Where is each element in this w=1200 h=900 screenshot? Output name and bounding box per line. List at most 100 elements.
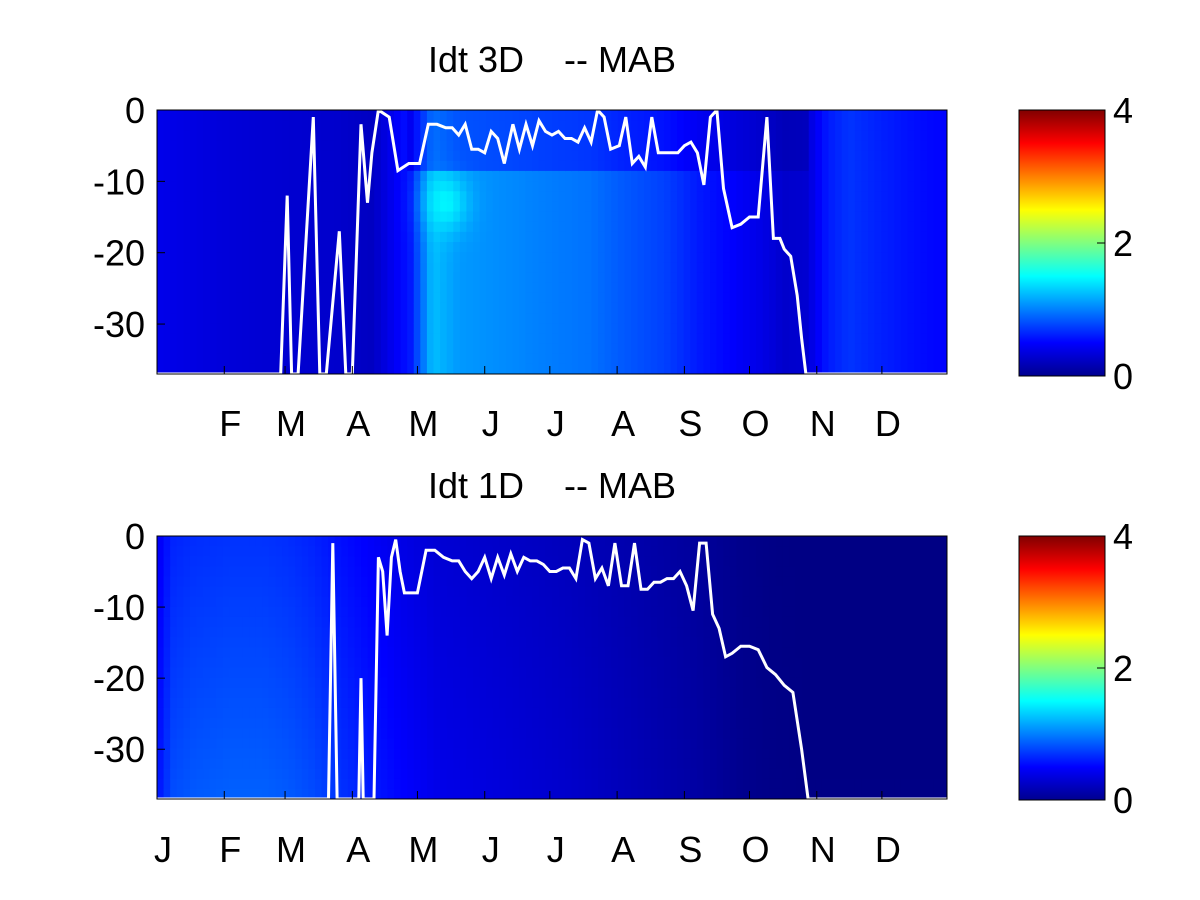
heatmap-cell bbox=[176, 120, 184, 131]
heatmap-cell bbox=[716, 110, 724, 121]
heatmap-cell bbox=[216, 363, 224, 374]
heatmap-cell bbox=[861, 242, 869, 253]
heatmap-cell bbox=[933, 343, 942, 355]
heatmap-cell bbox=[538, 313, 547, 324]
heatmap-cell bbox=[176, 343, 184, 355]
heatmap-cell bbox=[183, 313, 191, 324]
heatmap-cell bbox=[176, 637, 184, 648]
heatmap-cell bbox=[644, 252, 652, 263]
heatmap-cell bbox=[315, 211, 323, 223]
heatmap-cell bbox=[446, 160, 454, 172]
heatmap-cell bbox=[552, 211, 560, 223]
heatmap-cell bbox=[229, 677, 237, 689]
heatmap-cell bbox=[262, 748, 270, 760]
heatmap-cell bbox=[347, 697, 356, 709]
heatmap-cell bbox=[446, 718, 454, 729]
heatmap-cell bbox=[315, 566, 323, 578]
heatmap-cell bbox=[203, 768, 211, 780]
heatmap-cell bbox=[492, 606, 500, 618]
heatmap-cell bbox=[716, 170, 724, 182]
heatmap-cell bbox=[670, 211, 678, 223]
heatmap-cell bbox=[598, 211, 606, 223]
heatmap-cell bbox=[479, 323, 487, 334]
heatmap-cell bbox=[236, 637, 244, 648]
heatmap-cell bbox=[347, 728, 356, 739]
heatmap-cell bbox=[301, 697, 310, 709]
heatmap-cell bbox=[242, 707, 250, 719]
heatmap-cell bbox=[584, 576, 593, 588]
heatmap-cell bbox=[802, 120, 810, 131]
heatmap-cell bbox=[868, 181, 876, 192]
heatmap-cell bbox=[940, 191, 947, 202]
heatmap-cell bbox=[288, 596, 296, 608]
heatmap-cell bbox=[591, 252, 599, 263]
heatmap-cell bbox=[789, 110, 797, 121]
heatmap-cell bbox=[828, 150, 836, 162]
heatmap-cell bbox=[756, 110, 764, 121]
heatmap-cell bbox=[598, 687, 606, 699]
heatmap-cell bbox=[670, 221, 678, 233]
heatmap-cell bbox=[611, 292, 619, 304]
heatmap-cell bbox=[407, 262, 415, 274]
heatmap-cell bbox=[598, 201, 606, 213]
heatmap-cell bbox=[479, 120, 487, 131]
heatmap-cell bbox=[183, 586, 191, 598]
heatmap-cell bbox=[308, 758, 316, 770]
heatmap-cell bbox=[203, 181, 211, 192]
heatmap-cell bbox=[848, 181, 856, 192]
heatmap-cell bbox=[341, 536, 349, 547]
heatmap-cell bbox=[229, 181, 237, 192]
heatmap-cell bbox=[505, 576, 514, 588]
heatmap-cell bbox=[288, 778, 296, 790]
heatmap-cell bbox=[176, 728, 184, 739]
heatmap-cell bbox=[914, 252, 922, 263]
heatmap-cell bbox=[163, 363, 171, 374]
heatmap-cell bbox=[565, 546, 573, 557]
heatmap-cell bbox=[670, 252, 678, 263]
heatmap-cell bbox=[275, 576, 283, 588]
heatmap-cell bbox=[170, 536, 178, 547]
heatmap-cell bbox=[203, 718, 211, 729]
heatmap-cell bbox=[341, 191, 349, 202]
heatmap-cell bbox=[598, 252, 606, 263]
heatmap-cell bbox=[466, 616, 474, 628]
heatmap-cell bbox=[189, 110, 198, 121]
heatmap-cell bbox=[295, 536, 303, 547]
heatmap-cell bbox=[268, 262, 277, 274]
heatmap-cell bbox=[868, 191, 876, 202]
heatmap-cell bbox=[334, 221, 342, 233]
heatmap-cell bbox=[400, 170, 408, 182]
heatmap-cell bbox=[565, 363, 573, 374]
heatmap-cell bbox=[663, 211, 672, 223]
heatmap-cell bbox=[295, 616, 303, 628]
heatmap-cell bbox=[492, 221, 500, 233]
heatmap-cell bbox=[848, 110, 856, 121]
heatmap-cell bbox=[288, 576, 296, 588]
heatmap-cell bbox=[545, 616, 553, 628]
heatmap-cell bbox=[848, 191, 856, 202]
heatmap-cell bbox=[644, 323, 652, 334]
heatmap-cell bbox=[861, 130, 869, 142]
heatmap-cell bbox=[203, 282, 211, 294]
heatmap-cell bbox=[631, 221, 639, 233]
heatmap-cell bbox=[262, 566, 270, 578]
heatmap-cell bbox=[927, 323, 935, 334]
heatmap-cell bbox=[545, 130, 553, 142]
heatmap-cell bbox=[242, 201, 250, 213]
heatmap-cell bbox=[268, 181, 277, 192]
heatmap-cell bbox=[769, 262, 777, 274]
heatmap-cell bbox=[729, 160, 737, 172]
heatmap-cell bbox=[203, 363, 211, 374]
heatmap-cell bbox=[519, 181, 527, 192]
heatmap-cell bbox=[446, 536, 454, 547]
heatmap-cell bbox=[519, 110, 527, 121]
heatmap-cell bbox=[255, 576, 263, 588]
heatmap-cell bbox=[578, 242, 586, 253]
heatmap-cell bbox=[578, 576, 586, 588]
heatmap-cell bbox=[262, 343, 270, 355]
heatmap-cell bbox=[176, 150, 184, 162]
heatmap-cell bbox=[268, 707, 277, 719]
heatmap-cell bbox=[453, 343, 461, 355]
heatmap-cell bbox=[380, 242, 389, 253]
heatmap-cell bbox=[545, 313, 553, 324]
